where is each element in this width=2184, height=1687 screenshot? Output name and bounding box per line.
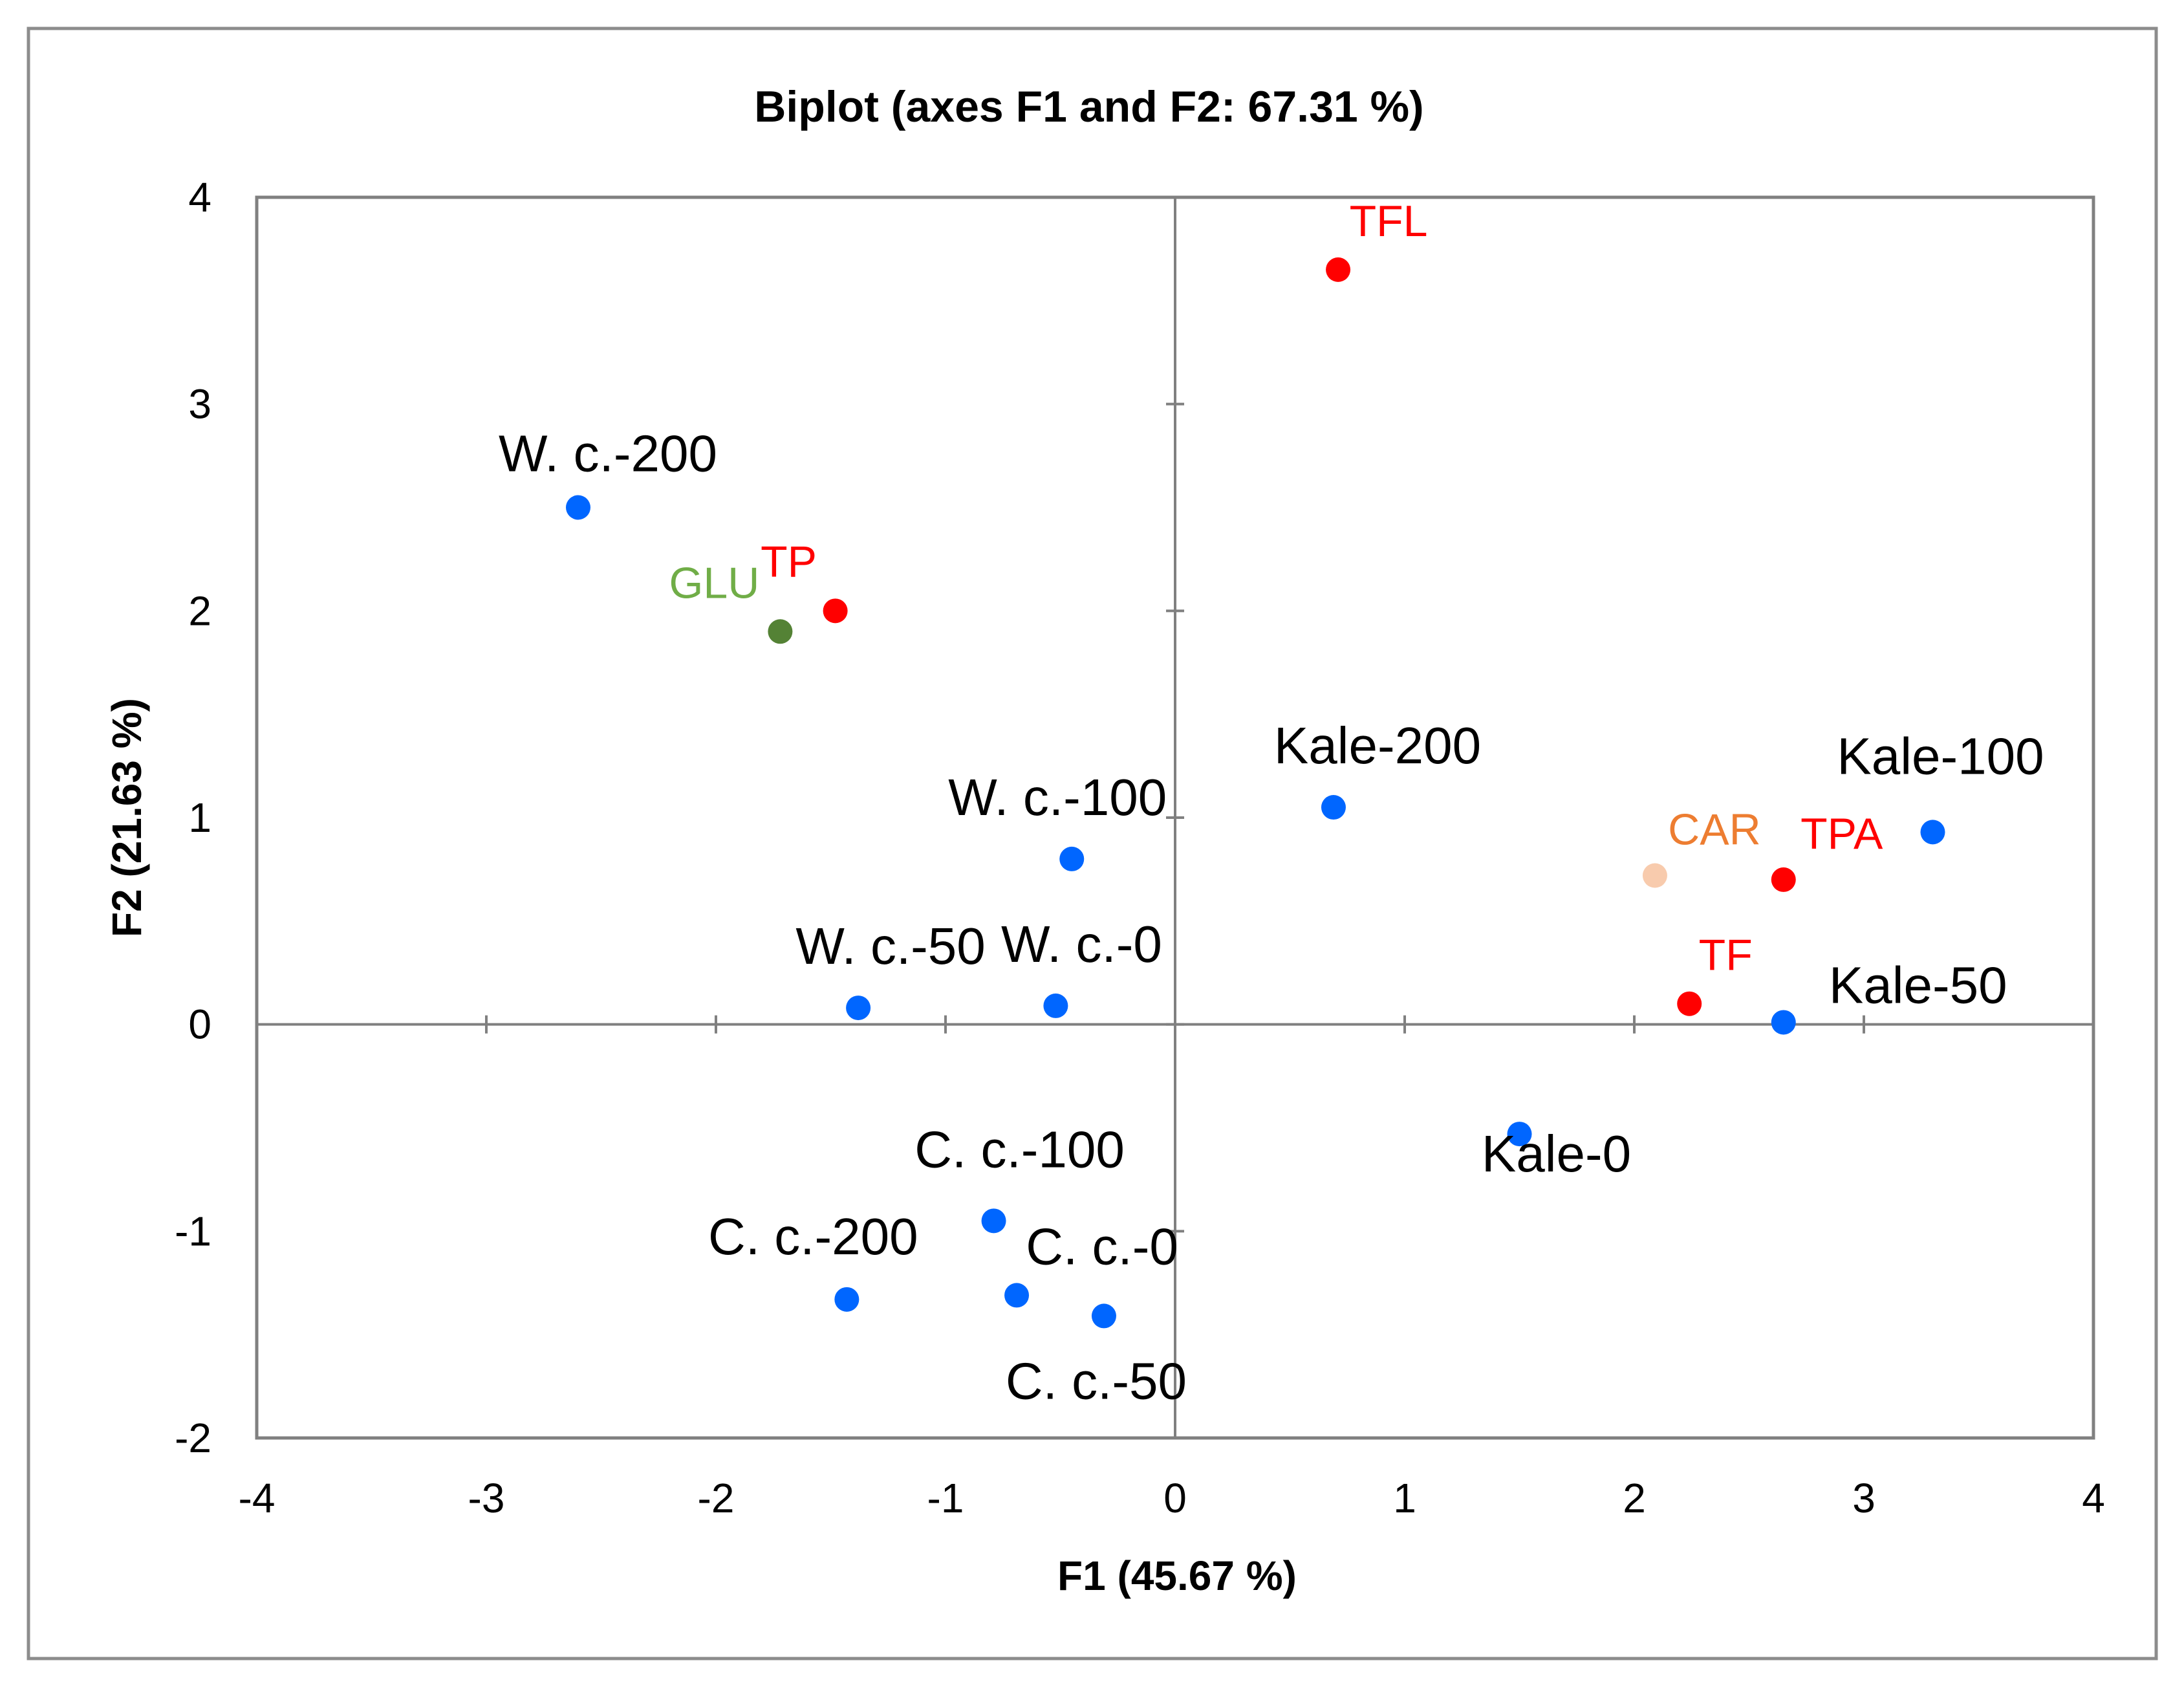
point-kale-50: [1771, 1010, 1796, 1035]
point-labels: W. c.-200 W. c.-100 W. c.-50 W. c.-0 Kale-20…: [499, 197, 2044, 1410]
label-c-c-200: C. c.-200: [708, 1208, 918, 1265]
x-tick-label: -3: [468, 1475, 505, 1521]
label-tp: TP: [761, 537, 817, 586]
chart-title: Biplot (axes F1 and F2: 67.31 %): [754, 82, 1423, 131]
label-glu: GLU: [669, 558, 759, 607]
label-kale-50: Kale-50: [1829, 956, 2007, 1014]
label-c-c-0: C. c.-0: [1026, 1217, 1178, 1275]
point-c-c-0: [1004, 1283, 1030, 1308]
y-tick-label: 4: [188, 174, 211, 221]
x-tick-label: 1: [1393, 1475, 1416, 1521]
y-tick-label: -2: [175, 1415, 211, 1461]
x-tick-label: -4: [239, 1475, 276, 1521]
x-axis-label: F1 (45.67 %): [1057, 1552, 1297, 1599]
point-tpa: [1771, 867, 1796, 892]
tick-labels: -4 -3 -2 -1 0 1 2 3 4 -2 -1 0 1 2 3 4: [175, 174, 2105, 1521]
label-w-c-100: W. c.-100: [948, 768, 1167, 826]
label-w-c-200: W. c.-200: [499, 425, 717, 483]
label-tfl: TFL: [1350, 197, 1428, 246]
point-kale-200: [1321, 795, 1346, 820]
point-c-c-50: [1091, 1303, 1116, 1329]
y-tick-label: 3: [188, 381, 211, 428]
point-car: [1642, 863, 1667, 888]
data-points: [566, 257, 1945, 1329]
point-c-c-100: [981, 1208, 1006, 1234]
point-w-c-50: [846, 996, 871, 1021]
x-tick-label: 0: [1163, 1475, 1187, 1521]
label-car: CAR: [1668, 805, 1761, 854]
x-tick-label: 3: [1852, 1475, 1876, 1521]
label-kale-100: Kale-100: [1837, 727, 2044, 785]
point-c-c-200: [834, 1287, 860, 1312]
point-w-c-0: [1043, 993, 1068, 1018]
y-tick-label: 1: [188, 794, 211, 841]
y-axis-label: F2 (21.63 %): [103, 698, 150, 937]
point-tfl: [1326, 257, 1351, 282]
label-c-c-100: C. c.-100: [914, 1120, 1125, 1178]
point-w-c-200: [566, 495, 590, 520]
y-tick-label: 2: [188, 587, 211, 634]
label-c-c-50: C. c.-50: [1006, 1352, 1187, 1409]
y-tick-label: 0: [188, 1001, 211, 1048]
label-kale-0: Kale-0: [1482, 1125, 1631, 1182]
x-tick-label: -1: [927, 1475, 964, 1521]
point-w-c-100: [1059, 846, 1085, 871]
x-tick-label: 2: [1623, 1475, 1646, 1521]
label-w-c-50: W. c.-50: [795, 917, 985, 975]
point-kale-100: [1920, 820, 1945, 845]
x-tick-label: 4: [2082, 1475, 2105, 1521]
label-w-c-0: W. c.-0: [1001, 915, 1162, 973]
y-tick-label: -1: [175, 1208, 211, 1254]
label-tf: TF: [1699, 931, 1753, 980]
label-kale-200: Kale-200: [1274, 717, 1481, 774]
point-tp: [823, 598, 848, 624]
point-glu: [768, 619, 793, 644]
x-tick-label: -2: [698, 1475, 735, 1521]
point-kale-0: [1507, 1122, 1532, 1147]
chart-outer-border: [27, 27, 2158, 1660]
label-tpa: TPA: [1800, 809, 1883, 858]
point-tf: [1677, 991, 1702, 1016]
